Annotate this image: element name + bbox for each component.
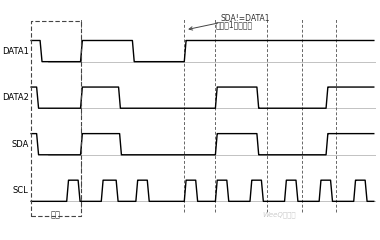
Text: SCL: SCL (13, 186, 28, 195)
Text: 起始: 起始 (51, 210, 61, 219)
Text: SDA: SDA (11, 140, 28, 149)
Text: WeeQンの库: WeeQンの库 (263, 212, 296, 218)
Text: DATA1: DATA1 (2, 47, 28, 56)
Text: SDA!=DATA1: SDA!=DATA1 (220, 14, 269, 23)
Text: 主节灹1退出竞争: 主节灹1退出竞争 (216, 20, 253, 29)
Text: DATA2: DATA2 (2, 93, 28, 102)
